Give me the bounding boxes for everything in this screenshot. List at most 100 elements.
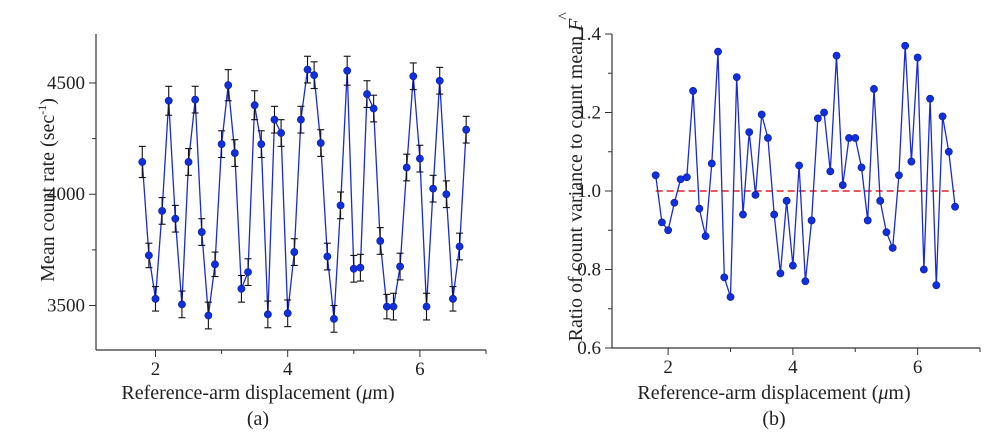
- panel-b-x-axis-label: Reference-arm displacement (μm): [637, 382, 910, 404]
- panel-a-y-tick-label: 4500: [47, 73, 85, 94]
- panel-b-data-point: [782, 196, 791, 205]
- panel-a-y-tick-label: 4000: [47, 184, 85, 205]
- panel-b-data-point: [882, 228, 891, 237]
- panel-b-data-point: [944, 147, 953, 156]
- panel-a-data-point: [224, 81, 233, 90]
- panel-a-series-polyline: [141, 68, 467, 319]
- panel-a-data-point: [178, 300, 186, 309]
- panel-a-data-point: [263, 310, 272, 319]
- panel-b-data-point: [913, 53, 922, 62]
- panel-b-data-point: [664, 226, 673, 235]
- panel-b-data-point: [876, 196, 885, 205]
- panel-a-data-point: [323, 252, 332, 261]
- panel-a-ticks: 2 4 6 3500 4000 4500: [47, 73, 487, 380]
- panel-a-data-point: [244, 268, 252, 277]
- panel-a-data-point: [171, 214, 180, 223]
- panel-a-data-point: [363, 90, 371, 98]
- panel-a-data-point: [330, 314, 338, 323]
- panel-a-data-point: [376, 237, 385, 245]
- panel-b-ticks: 2 4 6 0.6 0.8 1.0 1.2 1.4: [577, 24, 981, 378]
- panel-b-data-point: [951, 202, 959, 211]
- panel-b-data-point: [695, 204, 704, 213]
- panel-b-data-point: [788, 261, 797, 270]
- panel-a-data-point: [290, 248, 299, 256]
- panel-a-data-point: [356, 263, 365, 272]
- panel-b-data-point: [714, 47, 722, 56]
- panel-b-data-point: [707, 159, 716, 168]
- panel-a-data-point: [257, 140, 266, 149]
- panel-b-data-point: [726, 293, 735, 301]
- panel-a-data-point: [435, 76, 444, 85]
- panel-b-data-point: [851, 134, 860, 142]
- panel-a-data-points: [138, 65, 471, 323]
- panel-b-data-points: [651, 41, 959, 301]
- panel-a-plot: 2 4 6 3500 4000 4500: [47, 34, 487, 380]
- panel-a-data-point: [164, 96, 173, 105]
- panel-b-data-point: [682, 173, 691, 182]
- panel-b-data-point: [932, 281, 941, 290]
- panel-b-data-point: [745, 128, 754, 137]
- panel-b-data-point: [657, 218, 666, 227]
- panel-b-data-point: [813, 114, 822, 123]
- panel-a-data-point: [158, 207, 167, 215]
- panel-a-data-point: [336, 201, 345, 210]
- panel-a-data-point: [297, 115, 305, 124]
- panel-b-data-point: [732, 73, 741, 82]
- panel-b-data-point: [863, 216, 872, 225]
- panel-b: 2 4 6 0.6 0.8 1.0 1.2 1.4 Reference-arm displac…: [556, 12, 981, 430]
- panel-a-data-point: [151, 294, 160, 303]
- panel-a-data-point: [237, 284, 246, 293]
- panel-a-data-point: [415, 154, 424, 163]
- panel-b-label: (b): [762, 408, 785, 430]
- panel-a-data-point: [409, 72, 418, 81]
- panel-a-data-point: [310, 71, 319, 80]
- panel-b-data-point: [938, 112, 947, 121]
- panel-b-data-point: [820, 108, 828, 117]
- panel-b-data-point: [907, 157, 916, 166]
- panel-b-x-tick-label: 2: [663, 357, 673, 378]
- panel-b-data-point: [651, 171, 660, 180]
- panel-b-data-point: [857, 163, 866, 172]
- panel-a-data-point: [369, 104, 378, 113]
- panel-b-data-point: [807, 216, 816, 225]
- panel-a-data-point: [429, 184, 438, 193]
- panel-b-data-point: [776, 269, 785, 278]
- panel-b-x-tick-label: 6: [913, 357, 923, 378]
- panel-b-data-point: [670, 198, 679, 207]
- panel-b-data-point: [870, 85, 878, 93]
- panel-a-data-point: [204, 311, 213, 320]
- panel-a-label: (a): [247, 408, 269, 430]
- panel-a-data-point: [455, 242, 464, 251]
- panel-a-data-point: [211, 260, 219, 269]
- panel-a-data-point: [303, 65, 312, 74]
- panel-a-data-point: [449, 294, 457, 303]
- panel-b-plot: 2 4 6 0.6 0.8 1.0 1.2 1.4: [577, 24, 981, 378]
- panel-b-data-point: [701, 232, 710, 241]
- panel-a-x-axis-label: Reference-arm displacement (μm): [121, 382, 394, 404]
- panel-a-data-point: [462, 125, 471, 134]
- panel-a-data-point: [389, 302, 398, 311]
- panel-a-data-point: [349, 264, 358, 273]
- panel-a-series-line: [141, 68, 467, 319]
- panel-a-data-point: [396, 262, 404, 271]
- panel-a-data-point: [270, 115, 279, 124]
- panel-b-data-point: [838, 181, 847, 190]
- panel-b-y-tick-label: 1.2: [577, 103, 601, 124]
- panel-b-series-line: [655, 45, 956, 298]
- panel-a-y-tick-label: 3500: [47, 295, 85, 316]
- panel-a-data-point: [343, 66, 352, 75]
- panel-a-data-point: [442, 190, 451, 199]
- panel-a-data-point: [217, 140, 226, 149]
- panel-a-axes: [95, 34, 486, 351]
- panel-a-y-axis-label: Mean count rate (sec-1): [35, 98, 59, 282]
- panel-a-data-point: [382, 302, 391, 311]
- panel-b-data-point: [720, 273, 729, 282]
- panel-b-data-point: [901, 41, 910, 50]
- panel-a-x-tick-label: 6: [415, 359, 425, 380]
- panel-a-data-point: [230, 149, 239, 157]
- panel-a-x-tick-label: 2: [151, 359, 161, 380]
- panel-b-data-point: [689, 87, 697, 95]
- panel-b-data-point: [895, 171, 903, 180]
- panel-a-data-point: [144, 251, 153, 260]
